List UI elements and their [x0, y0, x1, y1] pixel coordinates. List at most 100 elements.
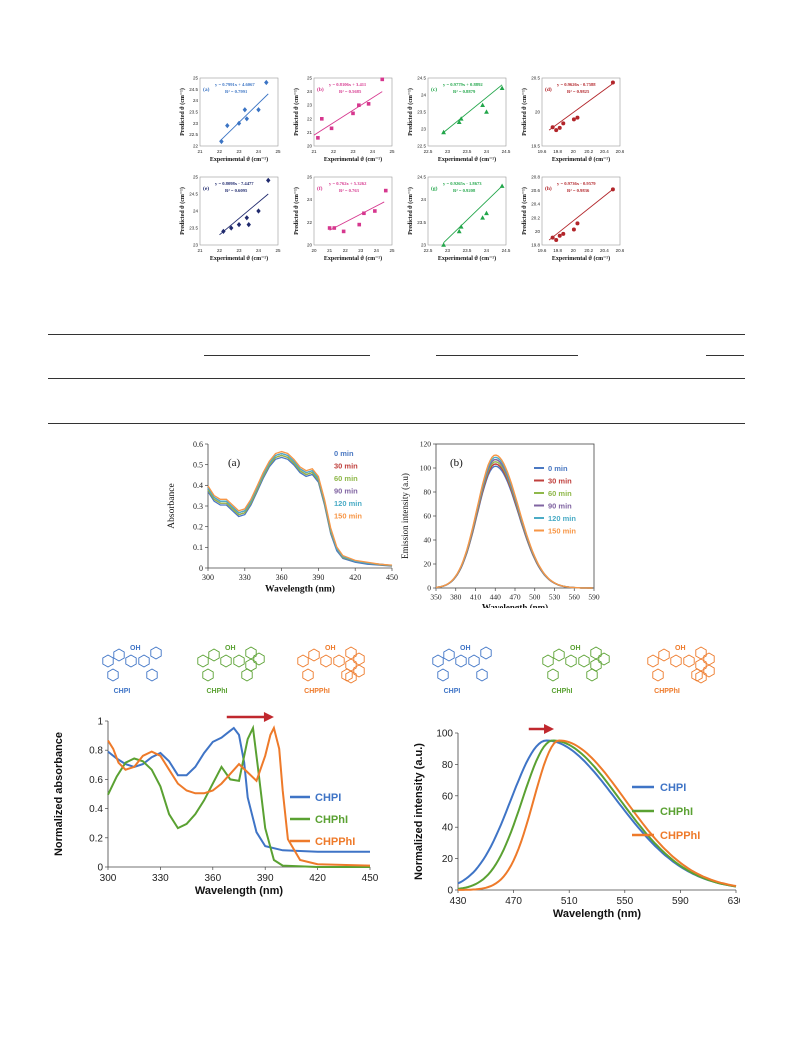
data-point — [554, 238, 559, 243]
y-axis-label: Absorbance — [167, 483, 177, 528]
y-axis-label: Predicted ϑ (cm⁻¹) — [293, 88, 300, 136]
x-tick-label: 20.6 — [616, 149, 624, 154]
x-tick-label: 21 — [311, 149, 317, 154]
ring-icon — [703, 664, 715, 678]
panel-label: (e) — [203, 185, 209, 192]
molecule-structure-icon: OH CHPPhI — [297, 645, 365, 695]
ring-icon — [437, 668, 449, 682]
y-tick-label: 20 — [535, 229, 541, 234]
trend-line — [219, 193, 269, 236]
y-tick-label: 24 — [307, 197, 313, 202]
x-axis-label: Experimental ϑ (cm⁻¹) — [552, 156, 610, 163]
data-point — [357, 103, 361, 107]
y-axis-label: Predicted ϑ (cm⁻¹) — [179, 187, 186, 235]
data-point — [571, 227, 576, 232]
x-tick-label: 20 — [571, 248, 577, 253]
r-squared: R² = 0.8879 — [453, 89, 476, 94]
panel-label: (a) — [228, 457, 241, 469]
ring-icon — [341, 668, 353, 682]
ring-icon — [113, 648, 125, 662]
ring-icon — [691, 668, 703, 682]
x-axis-label: Experimental ϑ (cm⁻¹) — [324, 255, 382, 262]
y-axis-label: Predicted ϑ (cm⁻¹) — [407, 187, 414, 235]
regression-panel: 19.6 19.8 20 20.2 20.4 20.6 19.5 20 20.5 Experime… — [521, 76, 625, 164]
data-point — [256, 107, 261, 113]
data-point — [550, 125, 555, 130]
legend-entry: CHPhI — [315, 814, 348, 826]
r-squared: R² = 0.9208 — [453, 188, 476, 193]
data-point — [244, 215, 249, 221]
data-point — [236, 222, 242, 228]
data-point — [484, 210, 489, 216]
y-tick-label: 0 — [97, 863, 103, 874]
x-tick-label: 330 — [152, 873, 169, 884]
regression-equation: y = 0.9626x - 0.7588 — [557, 82, 596, 87]
legend-entry: CHPPhI — [660, 830, 700, 842]
y-tick-label: 24.5 — [417, 175, 426, 180]
y-tick-label: 22.5 — [189, 132, 198, 137]
arrow-head-icon — [263, 712, 274, 722]
y-tick-label: 0 — [427, 584, 431, 593]
y-tick-label: 80 — [442, 760, 454, 771]
data-point — [225, 123, 230, 129]
x-tick-label: 25 — [389, 149, 395, 154]
x-tick-label: 21 — [327, 248, 333, 253]
y-tick-label: 23.5 — [417, 110, 426, 115]
data-point — [329, 126, 334, 131]
legend-entry: 90 min — [548, 502, 572, 511]
x-axis-label: Wavelength (nm) — [265, 584, 335, 595]
r-squared: R² = 0.6095 — [225, 188, 248, 193]
x-tick-label: 23.5 — [463, 149, 472, 154]
x-tick-label: 23 — [445, 149, 451, 154]
hydroxyl-label: OH — [225, 645, 236, 652]
ring-icon — [345, 670, 357, 684]
series-line — [107, 726, 370, 853]
ring-icon — [443, 648, 455, 662]
ring-icon — [652, 668, 664, 682]
ring-icon — [308, 648, 320, 662]
ring-icon — [125, 654, 137, 668]
ring-icon — [197, 654, 209, 668]
series-line — [457, 739, 737, 890]
x-tick-label: 23 — [236, 149, 242, 154]
ring-icon — [598, 652, 610, 666]
molecule-structure-icon: OH CHPhI — [542, 645, 610, 695]
x-axis-label: Experimental ϑ (cm⁻¹) — [438, 156, 496, 163]
r-squared: R² = 0.9825 — [567, 89, 590, 94]
legend-entry: 30 min — [548, 477, 572, 486]
y-tick-label: 24 — [421, 93, 427, 98]
ring-icon — [542, 654, 554, 668]
ring-icon — [353, 664, 365, 678]
x-tick-label: 20 — [571, 149, 577, 154]
data-point — [610, 187, 615, 192]
regression-panel: 21 22 23 24 25 23 23.5 24 24.5 25 Experimental ϑ (… — [179, 175, 281, 263]
table-group-rule-2 — [436, 355, 578, 356]
compound-label: CHPhI — [207, 688, 228, 695]
regression-equation: y = 0.762x + 5.3262 — [329, 181, 367, 186]
data-point — [456, 119, 462, 124]
legend-entry: 60 min — [334, 474, 358, 483]
y-tick-label: 23 — [421, 243, 427, 248]
x-tick-label: 25 — [389, 248, 395, 253]
y-tick-label: 22 — [307, 116, 313, 121]
y-tick-label: 60 — [424, 512, 432, 521]
x-tick-label: 440 — [490, 593, 502, 602]
regression-grid: 21 22 23 24 252222.52323.52424.525Experiment… — [179, 76, 625, 263]
plot-frame — [427, 176, 507, 246]
data-point — [484, 109, 489, 114]
panel-label: (g) — [431, 185, 438, 192]
x-tick-label: 450 — [362, 873, 379, 884]
x-tick-label: 24.5 — [502, 149, 511, 154]
x-tick-label: 360 — [204, 873, 221, 884]
molecule-structure-icon: OH CHPI — [102, 645, 162, 695]
arrow-head-icon — [544, 724, 555, 734]
data-point — [327, 226, 332, 230]
x-tick-label: 25 — [275, 149, 281, 154]
x-tick-label: 20 — [311, 248, 317, 253]
y-tick-label: 0.4 — [89, 804, 103, 815]
y-tick-label: 100 — [436, 729, 453, 740]
data-point — [561, 121, 566, 126]
y-tick-label: 25 — [307, 76, 313, 81]
y-tick-label: 0 — [447, 886, 453, 897]
